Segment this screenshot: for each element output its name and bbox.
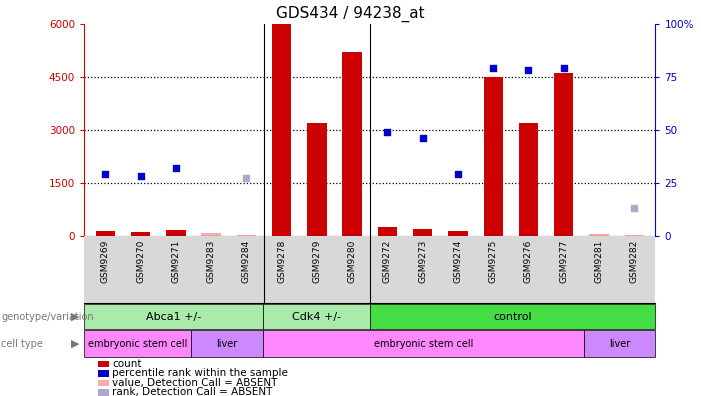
Text: GSM9282: GSM9282 (629, 240, 639, 283)
Bar (519, 123, 538, 236)
Text: value, Detection Call = ABSENT: value, Detection Call = ABSENT (112, 378, 278, 388)
Bar (131, 232, 150, 236)
Text: GSM9276: GSM9276 (524, 240, 533, 283)
Point (629, 205, 640, 211)
Text: GSM9284: GSM9284 (242, 240, 251, 283)
Text: Cdk4 +/-: Cdk4 +/- (292, 312, 341, 322)
Point (170, 165, 182, 171)
Text: GSM9281: GSM9281 (594, 240, 604, 283)
Bar (201, 233, 221, 236)
Text: control: control (494, 312, 532, 322)
Bar (343, 52, 362, 236)
Text: cell type: cell type (1, 339, 43, 349)
Bar (263, 304, 370, 329)
Bar (448, 231, 468, 236)
Text: GSM9280: GSM9280 (348, 240, 357, 283)
Text: rank, Detection Call = ABSENT: rank, Detection Call = ABSENT (112, 387, 273, 396)
Point (452, 171, 463, 177)
Text: GSM9273: GSM9273 (418, 240, 427, 283)
Text: embryonic stem cell: embryonic stem cell (88, 339, 187, 349)
Text: Abca1 +/-: Abca1 +/- (146, 312, 201, 322)
Text: percentile rank within the sample: percentile rank within the sample (112, 368, 288, 379)
Text: liver: liver (217, 339, 238, 349)
Text: GSM9271: GSM9271 (171, 240, 180, 283)
Bar (263, 330, 584, 357)
Text: GSM9270: GSM9270 (136, 240, 145, 283)
Text: liver: liver (609, 339, 630, 349)
Text: GSM9269: GSM9269 (101, 240, 110, 283)
Bar (84, 330, 191, 357)
Bar (84, 304, 263, 329)
Point (240, 175, 252, 182)
Text: GSM9275: GSM9275 (489, 240, 498, 283)
Bar (307, 123, 327, 236)
Bar (484, 77, 503, 236)
Bar (237, 234, 256, 236)
Text: GSM9279: GSM9279 (313, 240, 321, 283)
Bar (95, 231, 115, 236)
Text: genotype/variation: genotype/variation (1, 312, 94, 322)
Bar (166, 230, 186, 236)
Text: embryonic stem cell: embryonic stem cell (374, 339, 473, 349)
Bar (584, 330, 655, 357)
Point (135, 173, 146, 179)
Point (488, 65, 499, 71)
Point (558, 65, 569, 71)
Text: ▶: ▶ (71, 339, 79, 349)
Bar (590, 234, 608, 236)
Text: GSM9278: GSM9278 (277, 240, 286, 283)
Bar (378, 227, 397, 236)
Bar (370, 304, 655, 329)
Bar (272, 24, 292, 236)
Bar (413, 228, 433, 236)
Text: GSM9274: GSM9274 (454, 240, 463, 283)
Text: GSM9272: GSM9272 (383, 240, 392, 283)
Text: GSM9277: GSM9277 (559, 240, 569, 283)
Bar (191, 330, 263, 357)
Text: ▶: ▶ (71, 312, 79, 322)
Text: count: count (112, 359, 142, 369)
Point (382, 129, 393, 135)
Bar (554, 73, 573, 236)
Bar (625, 234, 644, 236)
Point (100, 171, 111, 177)
Point (417, 135, 428, 141)
Point (523, 67, 534, 74)
Text: GSM9283: GSM9283 (207, 240, 216, 283)
Text: GDS434 / 94238_at: GDS434 / 94238_at (276, 6, 425, 22)
